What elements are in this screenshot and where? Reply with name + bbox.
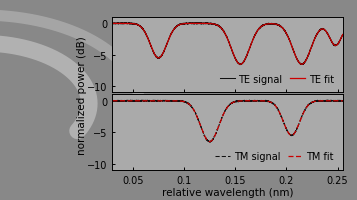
TE signal: [150, 49, 155, 51]
TE fit: [208, 23, 213, 26]
TE signal: [336, 43, 341, 45]
TE fit: [137, 25, 141, 27]
TM fit: [336, 100, 341, 102]
Line: TM signal: TM signal: [112, 100, 343, 142]
TM signal: [311, 101, 316, 103]
Legend: TM signal, TM fit: TM signal, TM fit: [211, 147, 338, 165]
X-axis label: relative wavelength (nm): relative wavelength (nm): [162, 188, 293, 198]
TE fit: [311, 41, 316, 44]
TM fit: [150, 100, 155, 102]
TM signal: [150, 100, 155, 102]
TE fit: [198, 23, 203, 25]
TM fit: [209, 140, 213, 143]
TM fit: [207, 141, 212, 143]
TE fit: [238, 64, 242, 66]
TE signal: [126, 22, 131, 25]
TM fit: [341, 100, 345, 102]
TE signal: [110, 23, 115, 25]
TM signal: [137, 100, 141, 103]
TM signal: [209, 140, 213, 142]
Line: TE fit: TE fit: [112, 24, 343, 65]
TM fit: [137, 100, 141, 102]
TM signal: [110, 101, 115, 103]
TM fit: [110, 100, 115, 102]
Line: TE signal: TE signal: [112, 23, 343, 65]
TE fit: [336, 43, 341, 45]
TM signal: [207, 141, 212, 144]
TE signal: [137, 25, 141, 27]
TE signal: [209, 23, 213, 26]
TE signal: [199, 24, 203, 26]
Legend: TE signal, TE fit: TE signal, TE fit: [216, 70, 338, 88]
TE signal: [238, 64, 242, 67]
TE fit: [150, 49, 155, 51]
TM signal: [199, 125, 203, 128]
TE signal: [311, 41, 316, 43]
Line: TM fit: TM fit: [112, 101, 343, 142]
TE fit: [110, 23, 115, 25]
TE fit: [341, 34, 345, 37]
TM signal: [341, 100, 345, 103]
TM fit: [198, 125, 203, 128]
TM fit: [311, 101, 316, 103]
TE signal: [341, 34, 345, 37]
Text: normalized power (dB): normalized power (dB): [77, 36, 87, 154]
TM signal: [165, 99, 170, 102]
TM signal: [336, 100, 341, 102]
